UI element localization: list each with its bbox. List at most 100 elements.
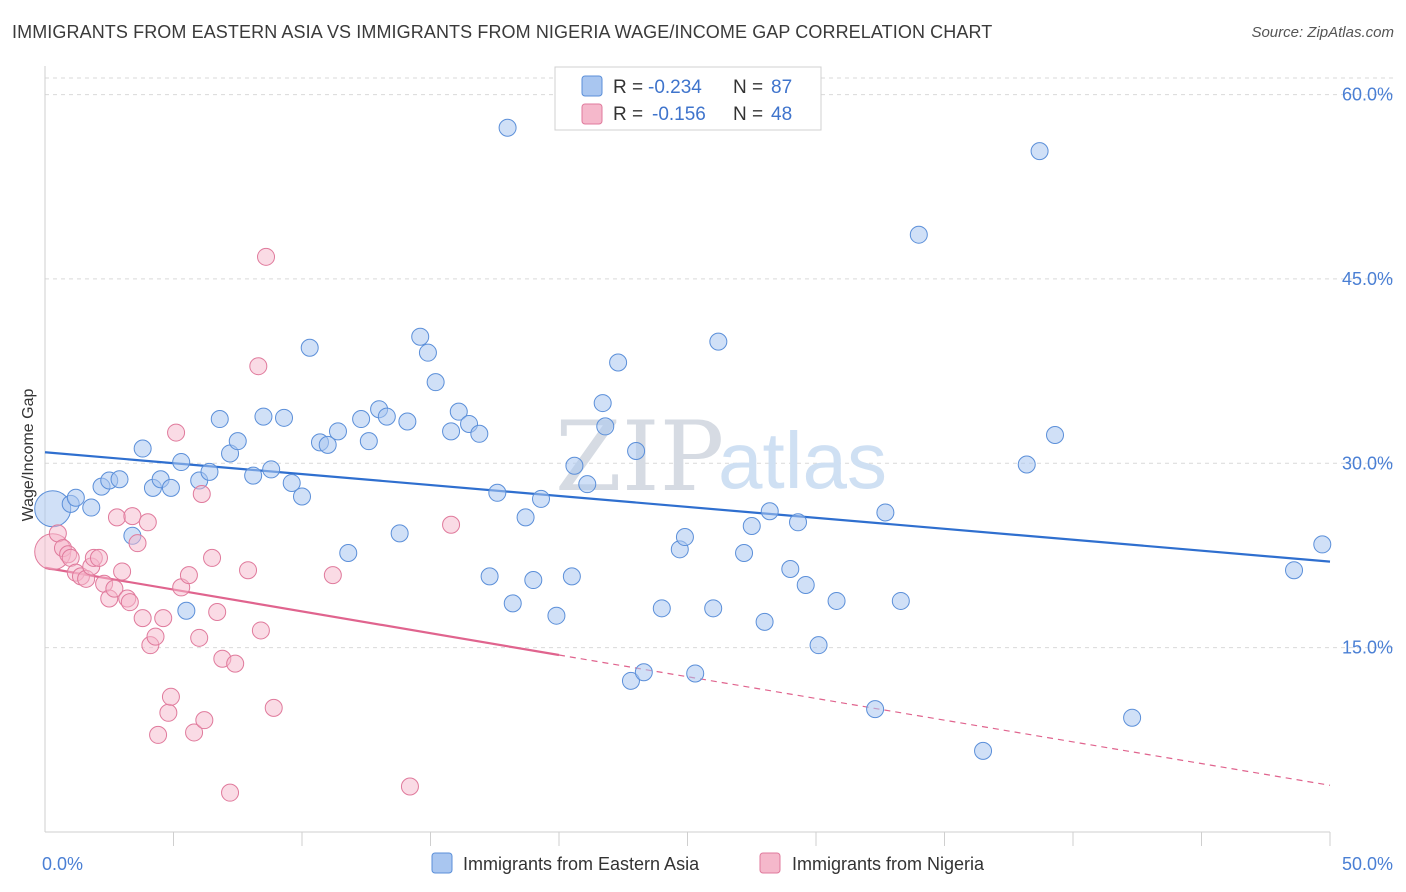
data-point-nigeria [159, 703, 178, 722]
data-point-eastern-asia [339, 544, 358, 563]
data-point-nigeria [239, 561, 258, 580]
data-point-eastern-asia [1123, 708, 1142, 727]
data-point-eastern-asia [652, 599, 671, 618]
data-point-nigeria [251, 621, 270, 640]
data-point-nigeria [226, 654, 245, 673]
data-point-eastern-asia [328, 422, 347, 441]
bottom-legend-label-eastern-asia: Immigrants from Eastern Asia [463, 854, 700, 874]
data-point-eastern-asia [449, 402, 468, 421]
data-point-eastern-asia [300, 338, 319, 357]
data-point-eastern-asia [827, 591, 846, 610]
data-point-eastern-asia [352, 410, 371, 429]
data-point-eastern-asia [562, 567, 581, 586]
data-point-eastern-asia [398, 412, 417, 431]
data-point-eastern-asia [809, 636, 828, 655]
data-point-nigeria [208, 603, 227, 622]
data-point-eastern-asia [686, 664, 705, 683]
legend-r-value-2: -0.156 [652, 104, 706, 125]
data-point-eastern-asia [593, 394, 612, 413]
data-point-eastern-asia [275, 408, 294, 427]
data-point-eastern-asia [1017, 455, 1036, 474]
legend-n-label-2: N = [733, 104, 763, 125]
data-point-nigeria [138, 513, 157, 532]
data-point-nigeria [323, 566, 342, 585]
data-point-eastern-asia [709, 332, 728, 351]
data-point-nigeria [249, 357, 268, 376]
data-point-nigeria [221, 783, 240, 802]
y-tick-label: 15.0% [1342, 638, 1393, 658]
legend-n-value-1: 87 [771, 77, 792, 98]
data-point-nigeria [161, 687, 180, 706]
data-point-eastern-asia [470, 424, 489, 443]
data-point-eastern-asia [735, 544, 754, 563]
bottom-legend-label-nigeria: Immigrants from Nigeria [792, 854, 985, 874]
data-point-eastern-asia [210, 410, 229, 429]
data-point-eastern-asia [704, 599, 723, 618]
data-point-eastern-asia [547, 606, 566, 625]
data-point-eastern-asia [675, 528, 694, 547]
data-point-eastern-asia [1285, 561, 1304, 580]
data-point-nigeria [167, 423, 186, 442]
data-point-nigeria [107, 508, 126, 527]
data-point-eastern-asia [532, 489, 551, 508]
trend-line-nigeria [44, 566, 560, 657]
data-point-nigeria [257, 247, 276, 266]
data-point-nigeria [192, 485, 211, 504]
tick-labels: 15.0% 30.0% 45.0% 60.0% 0.0% 50.0% [42, 85, 1393, 874]
bottom-legend-swatch-pink [759, 852, 781, 874]
data-point-eastern-asia [781, 559, 800, 578]
data-point-nigeria [264, 698, 283, 717]
data-point-eastern-asia [524, 571, 543, 590]
data-point-eastern-asia [228, 432, 247, 451]
data-point-eastern-asia [516, 508, 535, 527]
data-point-eastern-asia [760, 502, 779, 521]
data-point-eastern-asia [503, 594, 522, 613]
data-point-eastern-asia [418, 343, 437, 362]
data-point-eastern-asia [161, 478, 180, 497]
data-point-eastern-asia [634, 663, 653, 682]
data-point-eastern-asia [390, 524, 409, 543]
correlation-legend: R = -0.234 N = 87 R = -0.156 N = 48 [554, 66, 822, 131]
series-nigeria-points [34, 247, 461, 802]
data-point-eastern-asia [488, 483, 507, 502]
data-point-eastern-asia [789, 513, 808, 532]
data-point-eastern-asia [796, 575, 815, 594]
legend-swatch-pink [581, 103, 603, 125]
legend-r-value-1: -0.234 [648, 77, 702, 98]
data-point-eastern-asia [293, 487, 311, 506]
data-point-eastern-asia [891, 591, 910, 610]
data-point-eastern-asia [318, 435, 337, 454]
data-point-eastern-asia [974, 741, 993, 760]
data-point-eastern-asia [262, 460, 281, 479]
x-tick-label: 50.0% [1342, 854, 1393, 874]
data-point-eastern-asia [359, 432, 378, 451]
watermark: ZIP atlas [555, 401, 887, 513]
y-axis-label: Wage/Income Gap [20, 389, 37, 522]
data-point-eastern-asia [426, 373, 445, 392]
data-point-nigeria [179, 566, 198, 585]
bottom-legend-swatch-blue [431, 852, 453, 874]
data-point-eastern-asia [66, 488, 85, 507]
data-point-eastern-asia [565, 456, 584, 475]
data-point-eastern-asia [172, 453, 191, 472]
data-point-eastern-asia [282, 473, 301, 492]
data-point-nigeria [154, 609, 173, 628]
data-point-nigeria [146, 627, 165, 646]
data-point-eastern-asia [200, 462, 219, 481]
data-point-eastern-asia [609, 353, 628, 372]
data-point-eastern-asia [596, 417, 615, 436]
data-point-eastern-asia [866, 700, 885, 719]
legend-r-label-1: R = [613, 77, 643, 98]
data-point-nigeria [133, 609, 152, 628]
data-point-eastern-asia [254, 407, 273, 426]
data-point-eastern-asia [82, 498, 101, 517]
y-tick-label: 60.0% [1342, 85, 1393, 105]
data-point-eastern-asia [627, 442, 646, 460]
data-point-eastern-asia [411, 327, 430, 346]
y-tick-label: 45.0% [1342, 269, 1393, 289]
data-point-eastern-asia [110, 470, 129, 489]
data-point-eastern-asia [177, 601, 196, 620]
data-point-nigeria [442, 515, 461, 534]
data-point-eastern-asia [1313, 535, 1332, 554]
data-point-eastern-asia [498, 118, 517, 137]
